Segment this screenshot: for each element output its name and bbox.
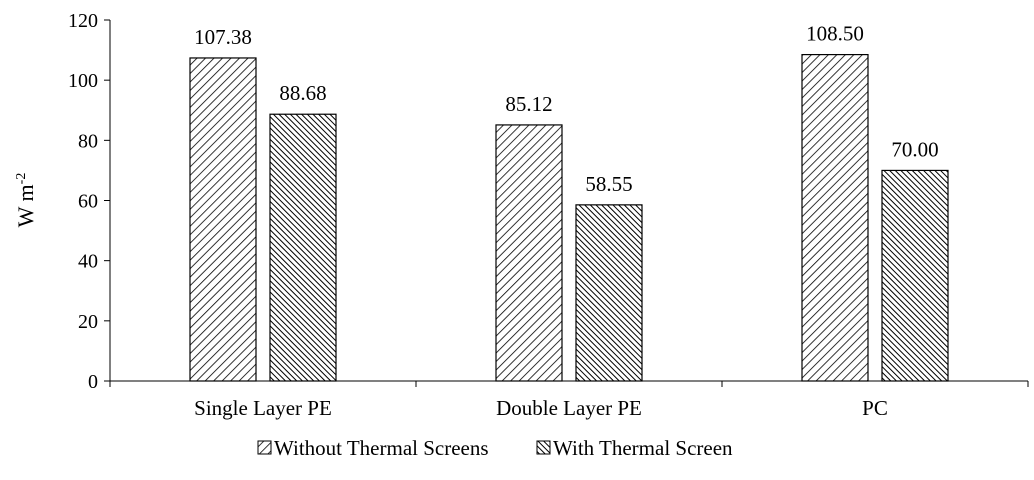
y-tick-label: 120 xyxy=(68,10,98,32)
y-axis-label-superscript: -2 xyxy=(14,173,29,185)
bar-value-label: 108.50 xyxy=(806,22,864,46)
bar-without-thermal-screens xyxy=(801,53,869,382)
bar-without-thermal-screens xyxy=(495,124,563,382)
y-tick-label: 100 xyxy=(68,70,98,92)
data-labels: 107.38 88.68 85.12 58.55 108.50 70.00 xyxy=(194,22,939,196)
bar-with-thermal-screen xyxy=(575,204,643,382)
y-axis-label: W m-2 xyxy=(13,173,38,228)
legend-label: Without Thermal Screens xyxy=(274,436,489,460)
bar-value-label: 88.68 xyxy=(279,81,326,105)
legend-label: With Thermal Screen xyxy=(553,436,733,460)
bar-with-thermal-screen xyxy=(269,113,337,382)
legend: Without Thermal Screens With Thermal Scre… xyxy=(257,436,733,460)
legend-swatch xyxy=(257,440,272,455)
y-tick-label: 40 xyxy=(78,251,98,273)
bars xyxy=(189,53,949,382)
x-category-label: PC xyxy=(862,396,888,420)
y-tick-label: 80 xyxy=(78,130,98,152)
bar-value-label: 107.38 xyxy=(194,25,252,49)
bar-with-thermal-screen xyxy=(881,169,949,382)
x-category-label: Single Layer PE xyxy=(194,396,332,420)
bar-value-label: 70.00 xyxy=(891,137,938,161)
y-tick-label: 20 xyxy=(78,311,98,333)
bar-value-label: 85.12 xyxy=(505,92,552,116)
y-tick-label: 0 xyxy=(88,371,98,393)
axes: 0 20 40 60 80 100 120 Single Layer PE Double Lay… xyxy=(68,10,1029,420)
legend-swatch xyxy=(536,440,551,455)
bar-value-label: 58.55 xyxy=(585,172,632,196)
bar-without-thermal-screens xyxy=(189,57,257,382)
x-category-label: Double Layer PE xyxy=(496,396,642,420)
y-tick-label: 60 xyxy=(78,191,98,213)
